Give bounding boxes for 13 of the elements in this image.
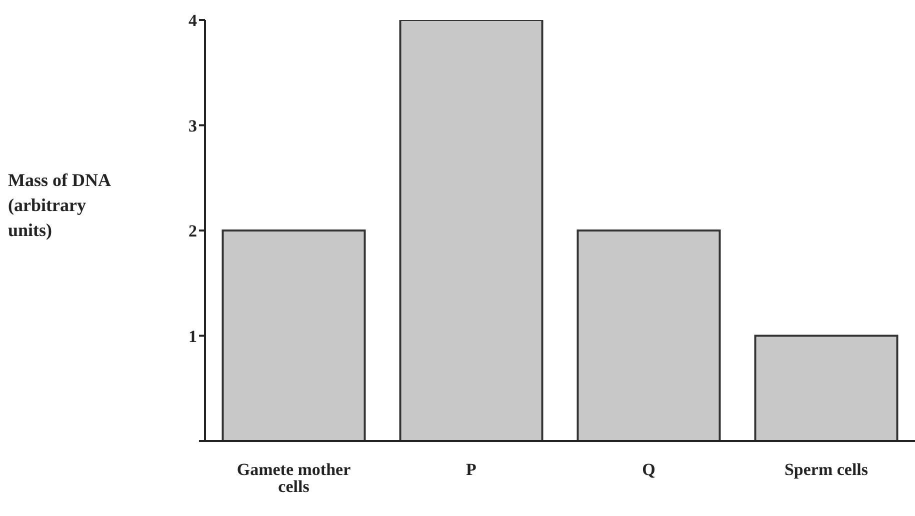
bar bbox=[222, 230, 366, 441]
x-tick-label: Gamete mother cells bbox=[236, 460, 352, 496]
y-tick-label: 4 bbox=[188, 11, 198, 30]
bar bbox=[576, 230, 721, 441]
y-tick-label: 1 bbox=[188, 326, 197, 346]
bar bbox=[754, 334, 898, 441]
y-tick-label: 2 bbox=[188, 222, 197, 241]
x-tick-label: Sperm cells bbox=[784, 460, 868, 480]
x-tick-label: Q bbox=[642, 460, 656, 480]
x-tick-label: P bbox=[466, 460, 476, 480]
y-axis-title: Mass of DNA (arbitrary units) bbox=[8, 169, 112, 242]
bar bbox=[399, 20, 544, 441]
y-tick-label: 3 bbox=[188, 116, 197, 136]
